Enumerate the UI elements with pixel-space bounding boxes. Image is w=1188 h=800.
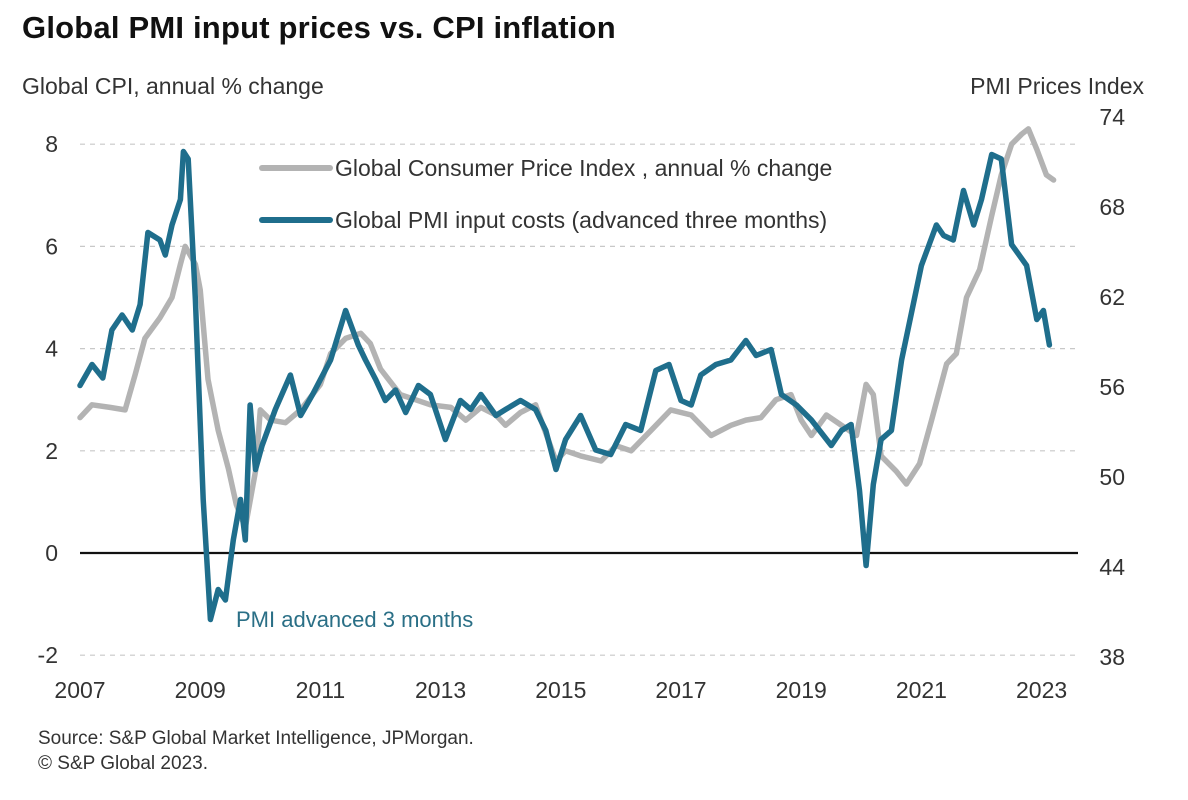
y-left-tick-label: 8 — [45, 131, 58, 157]
y-left-tick-label: -2 — [38, 642, 58, 668]
x-tick-label: 2019 — [776, 677, 827, 703]
annotation-pmi-advanced: PMI advanced 3 months — [236, 607, 473, 632]
x-tick-label: 2007 — [54, 677, 105, 703]
y-right-tick-label: 74 — [1099, 104, 1125, 130]
chart-title: Global PMI input prices vs. CPI inflatio… — [22, 10, 616, 45]
y-right-tick-label: 62 — [1099, 284, 1125, 310]
legend: Global Consumer Price Index , annual % c… — [259, 155, 832, 233]
x-tick-label: 2013 — [415, 677, 466, 703]
copyright-text: © S&P Global 2023. — [38, 753, 208, 774]
y-right-tick-label: 68 — [1099, 194, 1125, 220]
x-tick-label: 2009 — [175, 677, 226, 703]
legend-label-pmi: Global PMI input costs (advanced three m… — [335, 207, 827, 233]
y-right-tick-label: 50 — [1099, 464, 1125, 490]
y-right-tick-label: 56 — [1099, 374, 1125, 400]
y-left-tick-label: 0 — [45, 540, 58, 566]
x-tick-label: 2021 — [896, 677, 947, 703]
x-tick-label: 2011 — [296, 677, 345, 703]
y-left-tick-label: 6 — [45, 233, 58, 259]
source-note: Source: S&P Global Market Intelligence, … — [38, 726, 474, 776]
right-axis-label: PMI Prices Index — [970, 73, 1144, 99]
y-left-tick-label: 4 — [45, 336, 58, 362]
x-tick-label: 2023 — [1016, 677, 1067, 703]
left-axis-label: Global CPI, annual % change — [22, 73, 324, 99]
source-text: Source: S&P Global Market Intelligence, … — [38, 728, 474, 749]
x-tick-label: 2015 — [535, 677, 586, 703]
y-left-tick-label: 2 — [45, 438, 58, 464]
legend-label-cpi: Global Consumer Price Index , annual % c… — [335, 155, 832, 181]
y-right-tick-label: 38 — [1099, 644, 1125, 670]
x-tick-label: 2017 — [655, 677, 706, 703]
y-right-tick-label: 44 — [1099, 554, 1125, 580]
pmi-series-line — [77, 148, 1053, 623]
